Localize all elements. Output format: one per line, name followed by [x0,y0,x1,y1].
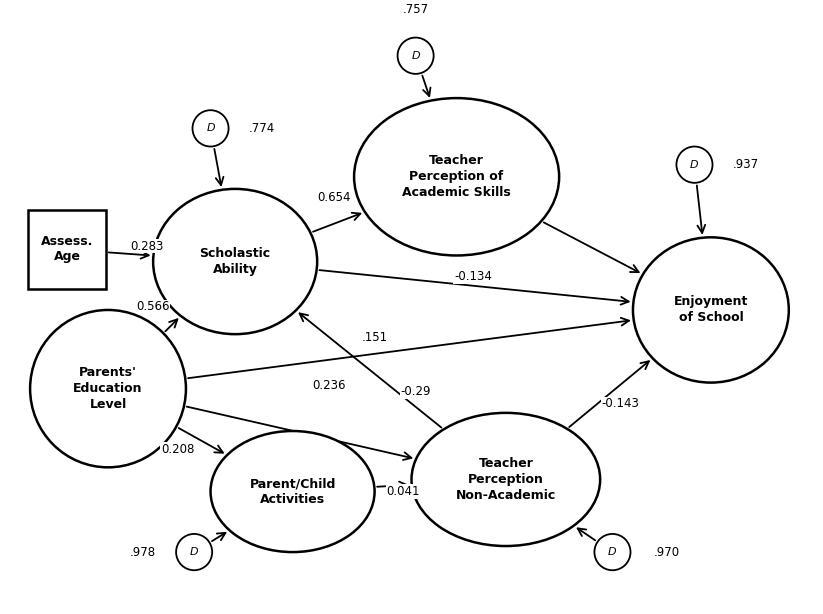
Text: .937: .937 [733,158,759,171]
Text: Parents'
Education
Level: Parents' Education Level [73,366,142,411]
Ellipse shape [176,534,212,570]
Text: .970: .970 [653,546,680,559]
Ellipse shape [354,98,559,255]
Text: 0.236: 0.236 [313,379,346,392]
Text: Enjoyment
of School: Enjoyment of School [674,295,748,324]
Text: 0.041: 0.041 [387,485,420,498]
Text: D: D [690,160,699,169]
Text: Teacher
Perception of
Academic Skills: Teacher Perception of Academic Skills [402,154,511,200]
Text: .151: .151 [361,331,388,344]
Text: 0.566: 0.566 [137,300,170,313]
Ellipse shape [211,431,374,552]
Text: -0.143: -0.143 [602,397,639,410]
Text: D: D [608,547,616,557]
Text: 0.208: 0.208 [161,443,194,456]
Text: .774: .774 [249,122,276,135]
Text: D: D [190,547,198,557]
Ellipse shape [594,534,630,570]
Ellipse shape [398,37,434,74]
Ellipse shape [30,310,186,467]
Text: 0.654: 0.654 [317,192,351,204]
Ellipse shape [633,238,788,383]
Ellipse shape [153,189,317,334]
Text: Assess.
Age: Assess. Age [41,235,93,263]
Text: .757: .757 [402,3,429,17]
FancyBboxPatch shape [28,210,106,289]
Text: Scholastic
Ability: Scholastic Ability [200,247,271,276]
Text: -0.134: -0.134 [454,270,492,283]
Text: D: D [412,51,420,61]
Ellipse shape [193,110,229,147]
Ellipse shape [412,413,600,546]
Ellipse shape [677,147,713,183]
Text: Teacher
Perception
Non-Academic: Teacher Perception Non-Academic [456,457,556,502]
Text: -0.29: -0.29 [400,385,431,398]
Text: D: D [207,123,215,133]
Text: Parent/Child
Activities: Parent/Child Activities [249,477,336,506]
Text: .978: .978 [129,546,156,559]
Text: 0.283: 0.283 [131,240,164,253]
